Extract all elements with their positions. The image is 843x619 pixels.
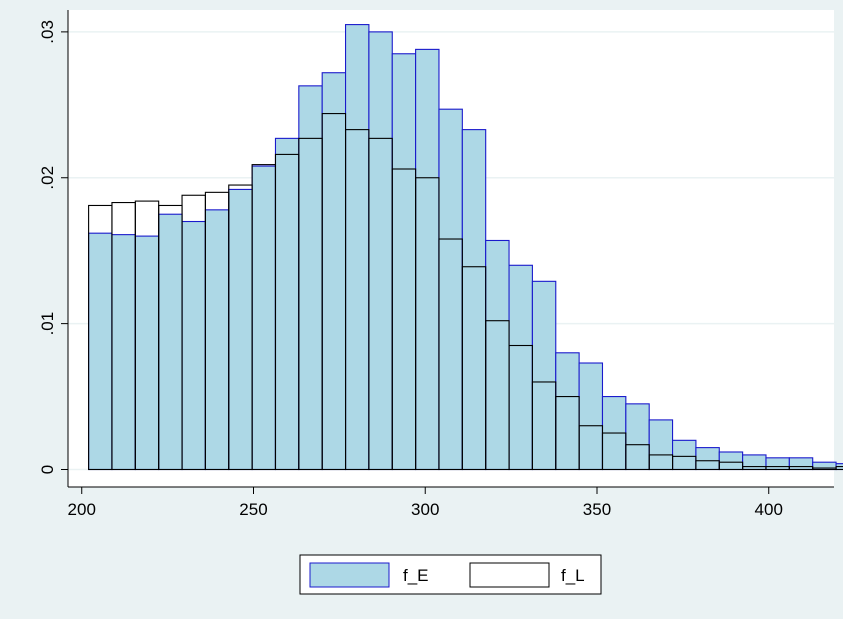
bar-f-e-12 bbox=[368, 31, 393, 471]
x-tick-label-2: 300 bbox=[411, 500, 439, 519]
bar-f-e-11 bbox=[344, 24, 370, 471]
x-tick-label-4: 400 bbox=[755, 500, 783, 519]
legend-swatch-f-l bbox=[469, 562, 550, 588]
x-tick-label-3: 350 bbox=[583, 500, 611, 519]
bar-f-e-1 bbox=[111, 234, 136, 471]
bar-f-e-14 bbox=[415, 48, 440, 471]
legend-label-f-l: f_L bbox=[561, 566, 585, 585]
bar-f-e-17 bbox=[485, 239, 510, 471]
series-f-e-bars bbox=[88, 24, 843, 471]
bar-f-e-16 bbox=[461, 129, 487, 471]
bar-f-e-30 bbox=[788, 457, 814, 471]
axes: 200 250 300 350 400 0 .01 .02 .03 bbox=[38, 10, 834, 519]
bar-f-e-20 bbox=[555, 352, 580, 471]
y-tick-label-2: .02 bbox=[38, 166, 57, 190]
bar-f-e-4 bbox=[181, 220, 206, 471]
bar-f-e-3 bbox=[158, 213, 183, 471]
bar-f-e-23 bbox=[625, 403, 650, 471]
bar-f-e-10 bbox=[321, 72, 347, 471]
bar-f-e-29 bbox=[765, 457, 790, 471]
bar-f-l-32 bbox=[835, 466, 843, 471]
bar-f-e-15 bbox=[438, 108, 463, 471]
bar-f-e-24 bbox=[648, 419, 674, 471]
x-tick-label-1: 250 bbox=[239, 500, 267, 519]
bar-f-e-7 bbox=[251, 165, 277, 471]
bar-f-e-8 bbox=[274, 137, 300, 471]
y-tick-label-3: .03 bbox=[38, 20, 57, 44]
bar-f-e-9 bbox=[298, 85, 323, 471]
legend-label-f-e: f_E bbox=[403, 566, 429, 585]
bar-f-e-27 bbox=[718, 451, 744, 471]
bar-f-e-6 bbox=[228, 188, 253, 471]
bar-f-e-18 bbox=[508, 264, 533, 471]
legend: f_E f_L bbox=[299, 554, 602, 595]
bar-f-e-28 bbox=[742, 454, 767, 471]
legend-swatch-f-e bbox=[309, 562, 390, 588]
bar-f-e-19 bbox=[531, 280, 557, 471]
bar-f-l-27 bbox=[718, 461, 744, 471]
x-tick-label-0: 200 bbox=[68, 500, 96, 519]
bar-f-e-13 bbox=[391, 53, 417, 471]
bar-f-e-0 bbox=[88, 232, 113, 471]
y-tick-label-1: .01 bbox=[38, 312, 57, 336]
bar-f-e-21 bbox=[578, 362, 604, 471]
series-f-l-bars bbox=[88, 113, 843, 471]
bar-f-e-5 bbox=[204, 209, 230, 471]
y-tick-label-0: 0 bbox=[38, 465, 57, 474]
bar-f-e-25 bbox=[672, 439, 697, 471]
bar-f-e-2 bbox=[134, 235, 160, 471]
bar-f-e-26 bbox=[695, 447, 720, 471]
